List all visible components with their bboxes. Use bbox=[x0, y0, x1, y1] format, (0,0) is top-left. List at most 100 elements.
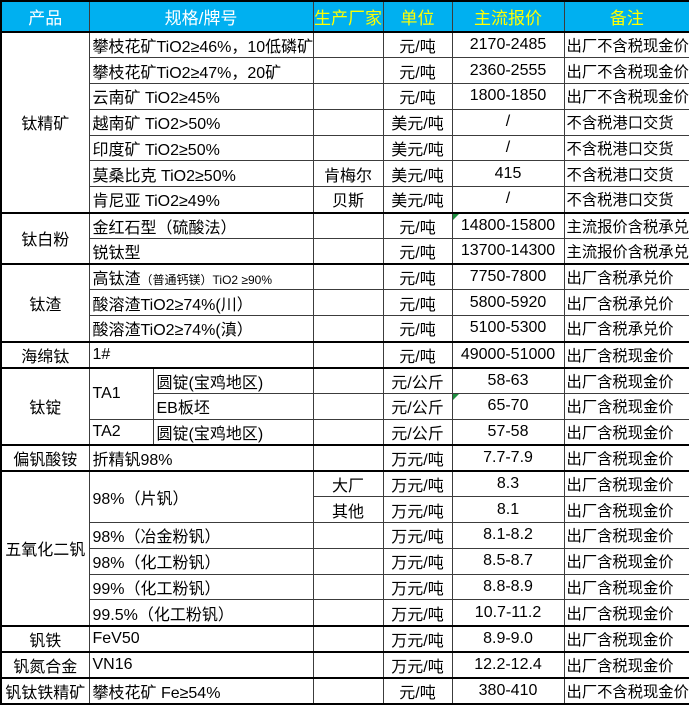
table-row: 肯尼亚 TiO2≥49% 贝斯 美元/吨 / 不含税港口交货 bbox=[1, 186, 689, 214]
note-cell: 出厂含税现金价 bbox=[563, 496, 689, 524]
price-cell: 5800-5920 bbox=[451, 289, 565, 317]
producer-cell bbox=[312, 676, 384, 705]
spec-cell: 攀枝花矿TiO2≥46%，10低磷矿 bbox=[88, 31, 314, 59]
note-cell: 出厂含税现金价 bbox=[563, 469, 689, 498]
product-cell: 钛白粉 bbox=[0, 211, 90, 265]
producer-cell bbox=[312, 315, 384, 343]
spec-cell: 98%（冶金粉钒） bbox=[88, 522, 314, 549]
unit-cell: 万元/吨 bbox=[382, 599, 453, 627]
table-row: 酸溶渣TiO2≥74%(滇） 元/吨 5100-5300 出厂含税承兑价 bbox=[1, 315, 689, 343]
spec-cell: 云南矿 TiO2≥45% bbox=[88, 83, 314, 110]
price-cell: 14800-15800 bbox=[451, 211, 565, 239]
price-cell: 1800-1850 bbox=[451, 83, 565, 110]
producer-cell bbox=[312, 650, 384, 679]
table-row: 攀枝花矿TiO2≥47%，20矿 元/吨 2360-2555 出厂不含税现金价 bbox=[1, 57, 689, 85]
table-row: 99.5%（化工粉钒） 万元/吨 10.7-11.2 出厂含税现金价 bbox=[1, 599, 689, 627]
spec-cell: 锐钛型 bbox=[88, 237, 314, 265]
unit-cell: 元/公斤 bbox=[382, 418, 453, 446]
producer-cell: 大厂 bbox=[312, 469, 384, 498]
spec-cell: 99.5%（化工粉钒） bbox=[88, 599, 314, 627]
unit-cell: 元/吨 bbox=[382, 315, 453, 343]
note-cell: 出厂含税承兑价 bbox=[563, 263, 689, 291]
spec-cell: 攀枝花矿 Fe≥54% bbox=[88, 676, 314, 705]
price-cell: 7750-7800 bbox=[451, 263, 565, 291]
producer-cell: 其他 bbox=[312, 496, 384, 524]
price-value: 65-70 bbox=[487, 397, 529, 415]
col-header-spec: 规格/牌号 bbox=[88, 0, 314, 33]
product-cell: 钛渣 bbox=[0, 263, 90, 343]
note-cell: 主流报价含税承兑 bbox=[563, 237, 689, 265]
price-cell: 13700-14300 bbox=[451, 237, 565, 265]
col-header-product: 产品 bbox=[0, 0, 90, 33]
producer-cell bbox=[312, 289, 384, 317]
table-row: 钛锭 TA1 圆锭(宝鸡地区) 元/公斤 58-63 出厂含税现金价 bbox=[0, 366, 689, 446]
price-cell: 2360-2555 bbox=[451, 57, 565, 85]
shape-cell: 圆锭(宝鸡地区) bbox=[152, 418, 314, 446]
price-cell: 380-410 bbox=[451, 676, 565, 705]
spec-detail: （普通钙镁）TiO2 ≥90% bbox=[140, 273, 273, 288]
producer-cell bbox=[312, 83, 384, 110]
table-row: 莫桑比克 TiO2≥50% 肯梅尔 美元/吨 415 不含税港口交货 bbox=[1, 160, 689, 188]
unit-cell: 元/公斤 bbox=[382, 392, 453, 420]
note-cell: 出厂含税现金价 bbox=[563, 392, 689, 420]
unit-cell: 元/吨 bbox=[382, 263, 453, 291]
spec-main: 高钛渣 bbox=[92, 271, 141, 289]
table-row: 钒铁 FeV50 万元/吨 8.9-9.0 出厂含税现金价 bbox=[0, 624, 689, 653]
price-cell: 8.1 bbox=[451, 496, 565, 524]
unit-cell: 元/吨 bbox=[382, 211, 453, 239]
note-cell: 出厂含税现金价 bbox=[563, 624, 689, 653]
producer-cell bbox=[312, 57, 384, 85]
product-cell: 海绵钛 bbox=[0, 340, 90, 369]
table-row: 钛渣 高钛渣（普通钙镁）TiO2 ≥90% 元/吨 7750-7800 出厂含税… bbox=[0, 263, 689, 343]
price-cell: 8.1-8.2 bbox=[451, 522, 565, 549]
spec-cell: 肯尼亚 TiO2≥49% bbox=[88, 186, 314, 214]
price-cell: 57-58 bbox=[451, 418, 565, 446]
price-cell: 2170-2485 bbox=[451, 31, 565, 59]
product-cell: 钛锭 bbox=[0, 366, 90, 446]
note-cell: 出厂含税现金价 bbox=[563, 522, 689, 549]
unit-cell: 元/吨 bbox=[382, 289, 453, 317]
note-cell: 出厂含税现金价 bbox=[563, 599, 689, 627]
price-cell: 415 bbox=[451, 160, 565, 188]
producer-cell bbox=[312, 237, 384, 265]
col-header-note: 备注 bbox=[563, 0, 689, 33]
price-cell: / bbox=[451, 108, 565, 136]
table-row: 偏钒酸铵 折精钒98% 万元/吨 7.7-7.9 出厂含税现金价 bbox=[0, 443, 689, 472]
price-cell: 7.7-7.9 bbox=[451, 443, 565, 472]
producer-cell bbox=[312, 573, 384, 601]
spec-cell: 攀枝花矿TiO2≥47%，20矿 bbox=[88, 57, 314, 85]
table-row: 98%（化工粉钒） 万元/吨 8.5-8.7 出厂含税现金价 bbox=[1, 547, 689, 575]
spec-cell: 酸溶渣TiO2≥74%(川） bbox=[88, 289, 314, 317]
shape-cell: 圆锭(宝鸡地区) bbox=[152, 366, 314, 394]
table-row: 五氧化二钒 98%（片钒） 大厂 万元/吨 8.3 出厂含税现金价 bbox=[0, 469, 689, 627]
table-row: 钛白粉 金红石型（硫酸法） 元/吨 14800-15800 主流报价含税承兑 bbox=[0, 211, 689, 265]
grade-cell: TA1 bbox=[88, 366, 154, 420]
price-cell: / bbox=[451, 186, 565, 214]
unit-cell: 元/吨 bbox=[382, 237, 453, 265]
unit-cell: 元/吨 bbox=[382, 31, 453, 59]
unit-cell: 元/吨 bbox=[382, 83, 453, 110]
producer-cell bbox=[312, 547, 384, 575]
producer-cell bbox=[312, 134, 384, 162]
unit-cell: 万元/吨 bbox=[382, 443, 453, 472]
product-cell: 钒铁 bbox=[0, 624, 90, 653]
price-cell: / bbox=[451, 134, 565, 162]
price-cell: 10.7-11.2 bbox=[451, 599, 565, 627]
producer-cell: 肯梅尔 bbox=[312, 160, 384, 188]
col-header-unit: 单位 bbox=[382, 0, 453, 33]
header-row: 产品 规格/牌号 生产厂家 单位 主流报价 备注 bbox=[0, 0, 689, 33]
note-cell: 不含税港口交货 bbox=[563, 134, 689, 162]
note-cell: 出厂含税承兑价 bbox=[563, 289, 689, 317]
table-row: 98%（冶金粉钒） 万元/吨 8.1-8.2 出厂含税现金价 bbox=[1, 522, 689, 549]
note-cell: 出厂含税现金价 bbox=[563, 573, 689, 601]
spec-cell: 金红石型（硫酸法） bbox=[88, 211, 314, 239]
table-row: 钒氮合金 VN16 万元/吨 12.2-12.4 出厂含税现金价 bbox=[0, 650, 689, 679]
note-cell: 出厂含税现金价 bbox=[563, 650, 689, 679]
price-cell: 8.3 bbox=[451, 469, 565, 498]
price-cell: 8.9-9.0 bbox=[451, 624, 565, 653]
product-cell: 钒氮合金 bbox=[0, 650, 90, 679]
table-row: 越南矿 TiO2>50% 美元/吨 / 不含税港口交货 bbox=[1, 108, 689, 136]
spec-cell: 印度矿 TiO2≥50% bbox=[88, 134, 314, 162]
table-row: TA2 圆锭(宝鸡地区) 元/公斤 57-58 出厂含税现金价 bbox=[1, 418, 689, 446]
producer-cell bbox=[312, 340, 384, 369]
